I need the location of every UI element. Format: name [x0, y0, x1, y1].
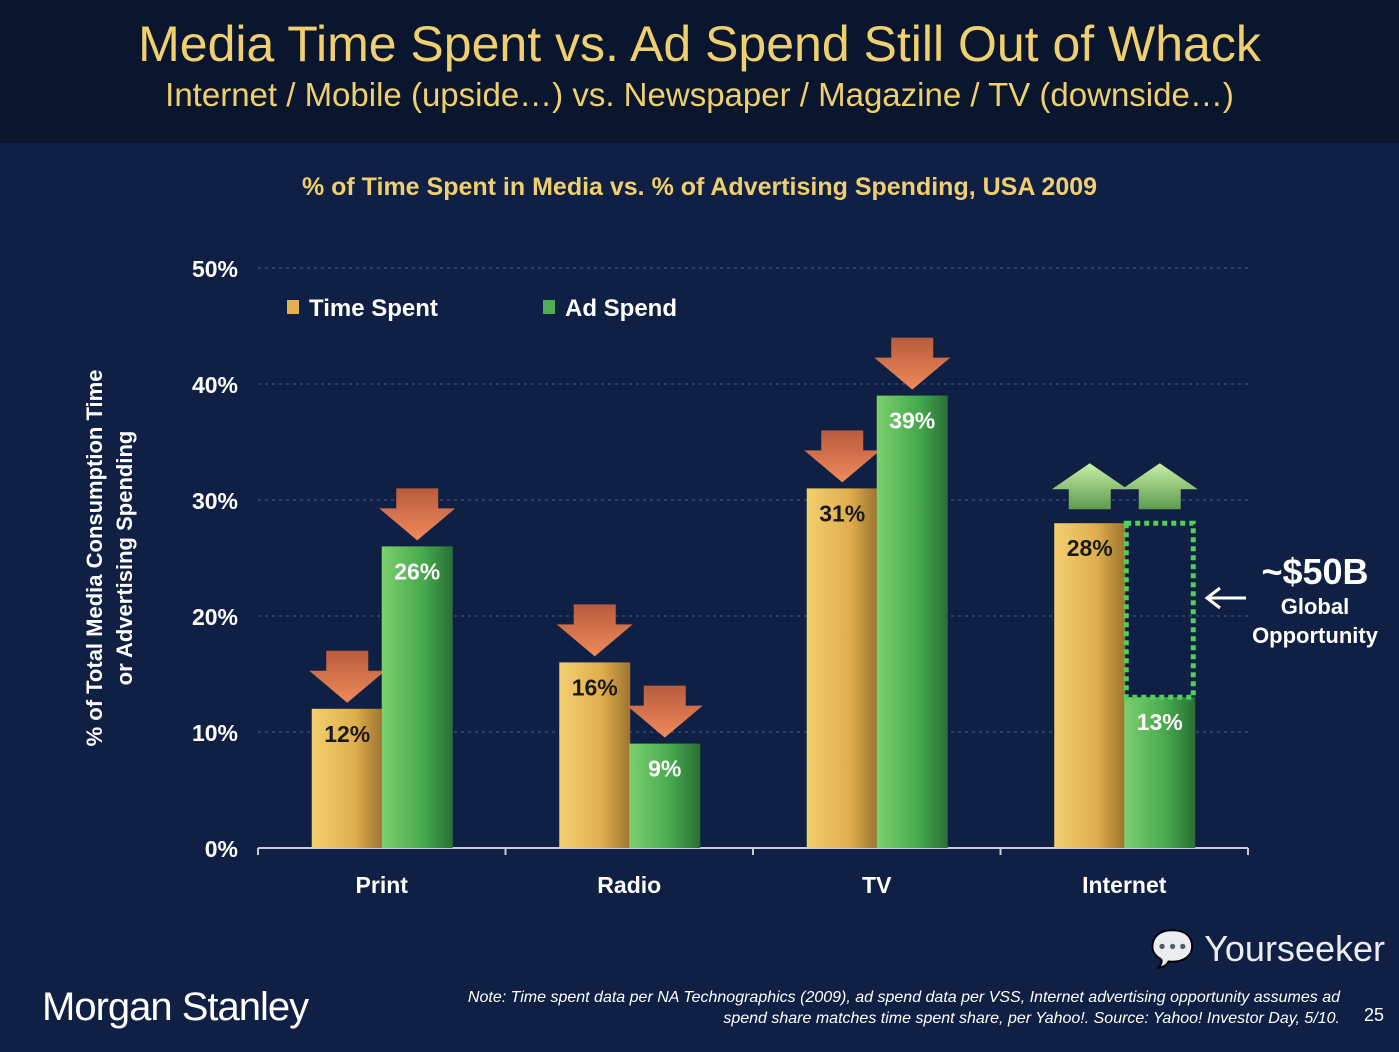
left-arrow-icon: [1204, 586, 1246, 610]
down-arrow-icon: [874, 337, 951, 390]
bar-ad-spend: [381, 546, 453, 848]
data-label: 31%: [819, 500, 865, 526]
x-category-label: Internet: [1082, 872, 1167, 898]
y-tick-label: 40%: [192, 372, 238, 398]
bar-ad-spend: [1124, 697, 1196, 848]
down-arrow-icon: [626, 685, 703, 738]
y-tick-label: 0%: [205, 836, 238, 862]
down-arrow-icon: [804, 430, 881, 483]
header-band: [0, 0, 1399, 143]
slide-title: Media Time Spent vs. Ad Spend Still Out …: [138, 16, 1261, 72]
footnote: Note: Time spent data per NA Technograph…: [320, 987, 1340, 1029]
opportunity-amount: ~$50B: [1261, 551, 1369, 592]
legend-swatch: [543, 300, 555, 314]
x-category-label: Radio: [597, 872, 661, 898]
y-axis-label: % of Total Media Consumption Time or Adve…: [82, 370, 137, 747]
y-tick-label: 30%: [192, 488, 238, 514]
y-tick-label: 20%: [192, 604, 238, 630]
slide-subtitle: Internet / Mobile (upside…) vs. Newspape…: [165, 76, 1234, 113]
y-tick-label: 10%: [192, 720, 238, 746]
bar-time-spent: [311, 708, 383, 848]
down-arrow-icon: [379, 488, 456, 541]
opportunity-line1: Global: [1280, 594, 1350, 619]
data-label: 13%: [1137, 709, 1183, 735]
morgan-stanley-logo: Morgan Stanley: [42, 985, 309, 1029]
opportunity-annotation: ~$50B Global Opportunity: [1240, 552, 1390, 650]
opportunity-gap-outline: [1123, 520, 1196, 700]
up-arrow-icon: [1121, 463, 1198, 510]
watermark: 💬 Yourseeker: [1150, 928, 1385, 969]
opportunity-line2: Opportunity: [1252, 623, 1378, 648]
watermark-text: Yourseeker: [1204, 928, 1385, 969]
footnote-line2: spend share matches time spent share, pe…: [723, 1010, 1340, 1027]
legend-label: Ad Spend: [565, 295, 677, 322]
data-label: 28%: [1067, 535, 1113, 561]
bar-time-spent: [1054, 523, 1126, 848]
data-label: 9%: [648, 756, 681, 782]
x-category-label: TV: [862, 872, 892, 898]
footnote-line1: Note: Time spent data per NA Technograph…: [467, 989, 1340, 1006]
legend-swatch: [287, 300, 299, 314]
bar-ad-spend: [629, 743, 701, 848]
chart-title: % of Time Spent in Media vs. % of Advert…: [301, 173, 1098, 201]
data-label: 12%: [324, 721, 370, 747]
page-number: 25: [1364, 1005, 1385, 1025]
up-arrow-icon: [1051, 463, 1128, 510]
legend-label: Time Spent: [309, 295, 438, 322]
data-label: 16%: [572, 674, 618, 700]
down-arrow-icon: [309, 650, 386, 703]
down-arrow-icon: [556, 604, 633, 657]
data-label: 26%: [394, 558, 440, 584]
y-tick-label: 50%: [192, 256, 238, 282]
bar-ad-spend: [876, 395, 948, 848]
data-label: 39%: [889, 408, 935, 434]
bar-time-spent: [559, 662, 631, 848]
x-category-label: Print: [356, 872, 409, 898]
bar-time-spent: [806, 488, 878, 848]
